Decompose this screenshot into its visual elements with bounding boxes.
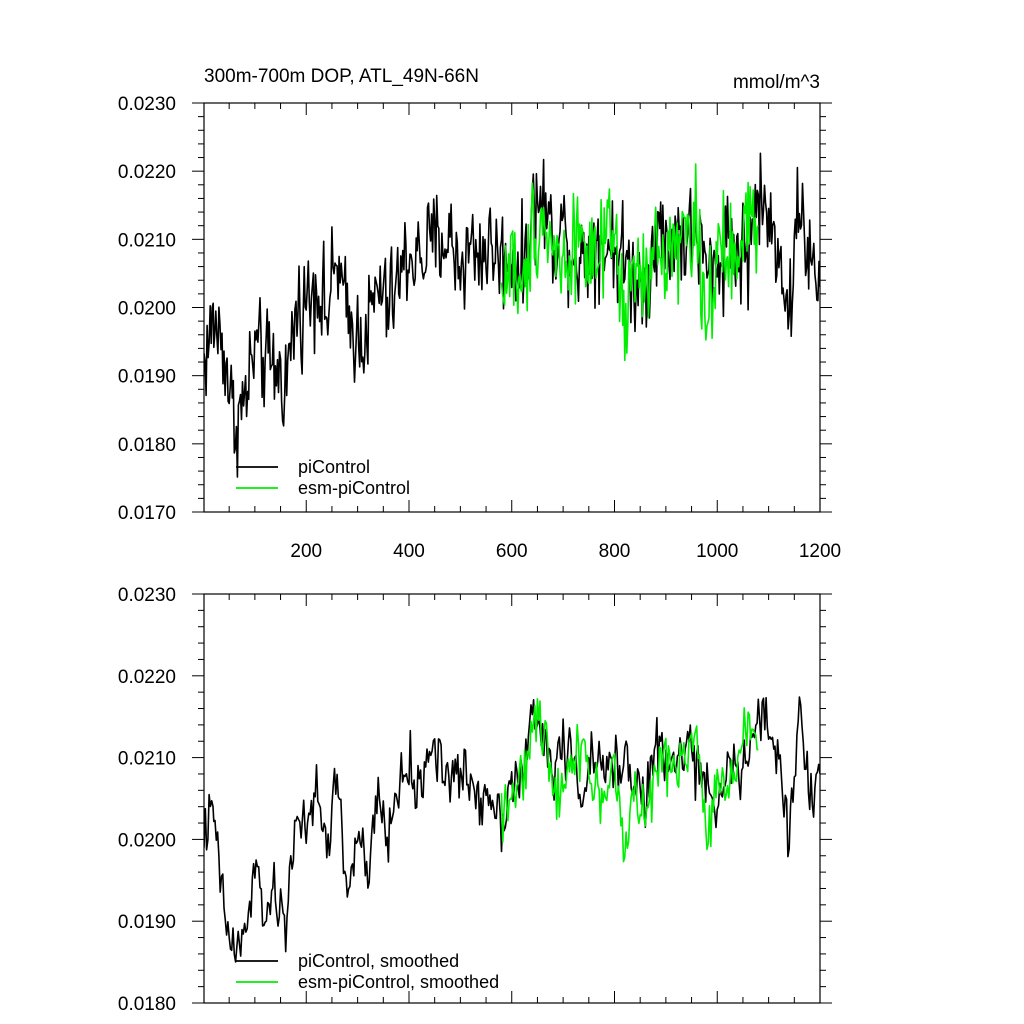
bottom-ytick-label: 0.0180 [118,994,176,1015]
top-plot-frame [203,102,821,513]
top-xtick-label: 200 [290,541,322,562]
top-series-line-picontrol [204,152,820,478]
top-legend-label: piControl [298,457,370,477]
bottom-ytick-label: 0.0230 [118,585,176,606]
bottom-legend-label: esm-piControl, smoothed [298,972,499,992]
top-ytick-label: 0.0170 [118,503,176,524]
bottom-panel: 0.0180 0.0190 0.0200 0.0210 0.0220 0.0230 piC… [118,585,832,1015]
top-ytick-label: 0.0180 [118,435,176,456]
top-ytick-label: 0.0210 [118,230,176,251]
top-xtick-label: 400 [393,541,425,562]
bottom-ytick-label: 0.0190 [118,912,176,933]
bottom-series-line-picontrol-smoothed [204,696,820,963]
bottom-legend-label: piControl, smoothed [298,951,459,971]
top-ytick-label: 0.0230 [118,94,176,115]
top-ytick-label: 0.0220 [118,162,176,183]
top-series-line-esm-picontrol [500,163,759,362]
bottom-plot-frame [203,593,821,1004]
top-panel: 300m-700m DOP, ATL_49N-66N mmol/m^3 200 4… [118,66,841,562]
bottom-ytick-label: 0.0200 [118,830,176,851]
top-ytick-label: 0.0200 [118,299,176,320]
bottom-series-line-esm-picontrol-smoothed [500,698,759,863]
top-xtick-label: 1000 [696,541,738,562]
top-ytick-label: 0.0190 [118,367,176,388]
bottom-ytick-label: 0.0220 [118,667,176,688]
top-chart-units-label: mmol/m^3 [733,72,820,93]
top-xtick-label: 600 [496,541,528,562]
top-xtick-label: 800 [599,541,631,562]
bottom-ytick-label: 0.0210 [118,749,176,770]
top-chart-title: 300m-700m DOP, ATL_49N-66N [204,66,479,87]
top-legend-label: esm-piControl [298,478,410,498]
top-xtick-label: 1200 [799,541,841,562]
